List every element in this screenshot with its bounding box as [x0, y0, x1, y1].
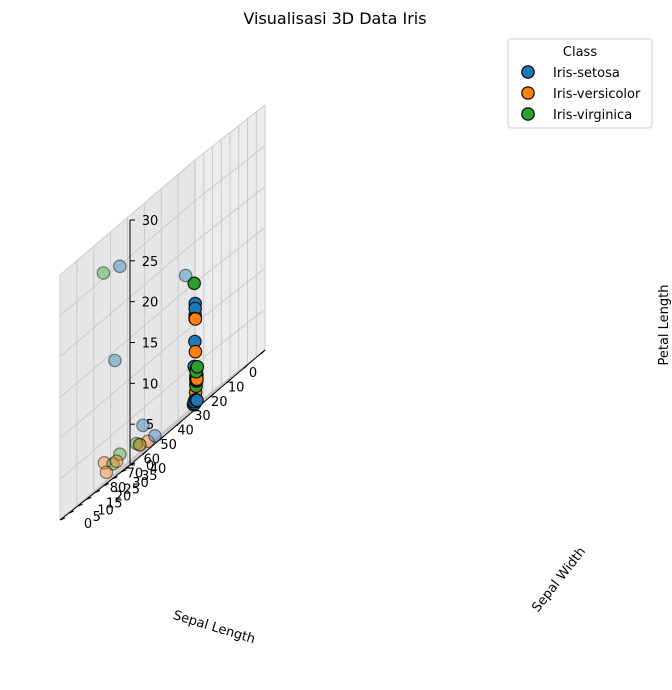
gridline-z	[194, 145, 266, 202]
y-tick-mark	[94, 490, 101, 493]
x-tick-mark	[159, 435, 165, 441]
legend-marker	[521, 86, 535, 100]
y-tick-label: 0	[84, 517, 92, 532]
data-point-iris-virginica	[113, 447, 127, 461]
legend-marker	[521, 65, 535, 79]
x-tick-mark	[176, 421, 181, 427]
y-tick-label: 40	[150, 462, 167, 477]
legend-marker	[521, 107, 535, 121]
x-tick-label: 80	[110, 481, 127, 496]
legend-label: Iris-setosa	[553, 66, 620, 81]
data-point-iris-virginica	[187, 276, 201, 291]
y-tick-label: 15	[106, 496, 123, 511]
chart-title: Visualisasi 3D Data Iris	[243, 9, 426, 28]
data-point-iris-versicolor	[133, 438, 147, 452]
gridline-z	[59, 322, 196, 439]
data-point-iris-versicolor	[109, 454, 124, 469]
y-tick-label: 25	[124, 483, 141, 498]
gridline-z	[59, 363, 196, 480]
gridline-z	[59, 404, 196, 521]
y-tick-label: 10	[97, 503, 114, 518]
legend: Class Iris-setosa Iris-versicolor Iris-vir…	[507, 38, 653, 129]
y-tick-mark	[59, 517, 66, 521]
gridline-z	[194, 186, 266, 243]
y-tick-label: 20	[115, 490, 132, 505]
z-tick-label: 10	[142, 377, 159, 392]
x-tick-label: 0	[249, 366, 257, 381]
data-point-iris-versicolor	[141, 434, 155, 449]
z-tick-label: 5	[146, 418, 154, 433]
data-point-iris-versicolor	[188, 312, 203, 326]
x-tick-mark	[226, 378, 232, 384]
x-tick-label: 40	[177, 424, 194, 439]
gridline-z	[59, 282, 196, 398]
z-tick-label: 25	[142, 255, 159, 270]
data-point-iris-setosa	[178, 268, 193, 283]
data-point-iris-setosa	[136, 418, 150, 433]
x-tick-mark	[210, 392, 215, 398]
data-point-iris-virginica	[96, 266, 111, 280]
data-point-iris-versicolor	[188, 344, 203, 359]
x-tick-mark	[142, 450, 148, 455]
legend-label: Iris-versicolor	[553, 87, 641, 102]
y-tick-label: 35	[141, 469, 158, 484]
gridline-z	[59, 241, 196, 358]
gridline-z	[194, 227, 266, 283]
y-tick-mark	[86, 496, 92, 500]
x-tick-label: 60	[144, 452, 161, 467]
gridline-z	[194, 308, 266, 365]
y-tick-label: 30	[132, 476, 149, 491]
legend-label: Iris-virginica	[553, 108, 632, 123]
x-tick-mark	[260, 349, 266, 355]
x-axis-label: Sepal Length	[171, 608, 257, 647]
data-point-iris-setosa	[190, 393, 204, 408]
data-point-iris-versicolor	[99, 465, 114, 480]
y-tick-mark	[77, 503, 83, 507]
z-tick-label: 15	[142, 337, 159, 352]
data-point-iris-virginica	[132, 437, 147, 452]
x-tick-label: 30	[194, 409, 211, 424]
data-point-iris-setosa	[113, 259, 127, 274]
z-tick-label: 20	[142, 296, 159, 311]
gridline-z	[194, 349, 266, 406]
y-tick-mark	[68, 510, 74, 514]
y-tick-mark	[112, 476, 118, 480]
y-tick-mark	[121, 469, 127, 473]
y-axis-label: Sepal Width	[529, 545, 589, 616]
gridline-z	[194, 267, 266, 324]
data-point-iris-virginica	[190, 359, 205, 374]
legend-title: Class	[563, 45, 597, 60]
legend-frame	[507, 38, 653, 129]
z-tick-label: 30	[142, 214, 159, 229]
gridline-z	[59, 200, 196, 317]
x-tick-label: 10	[228, 380, 245, 395]
z-axis-label: Petal Length	[657, 284, 672, 365]
y-tick-label: 5	[93, 510, 101, 525]
data-point-iris-virginica	[106, 457, 120, 471]
gridline-z	[194, 104, 266, 161]
x-tick-label: 20	[211, 395, 228, 410]
data-point-iris-virginica	[129, 436, 144, 451]
z-tick-label: 0	[146, 459, 154, 474]
scatter-points	[96, 259, 205, 480]
y-tick-mark	[103, 483, 109, 487]
axes-panes	[60, 105, 265, 520]
gridline-z	[59, 159, 196, 276]
x-tick-mark	[243, 364, 249, 369]
data-point-iris-versicolor	[97, 455, 112, 470]
x-tick-label: 50	[160, 438, 177, 453]
x-tick-label: 70	[127, 467, 144, 482]
data-point-iris-setosa	[108, 353, 122, 368]
x-tick-mark	[125, 464, 131, 470]
data-point-iris-setosa	[148, 428, 162, 443]
